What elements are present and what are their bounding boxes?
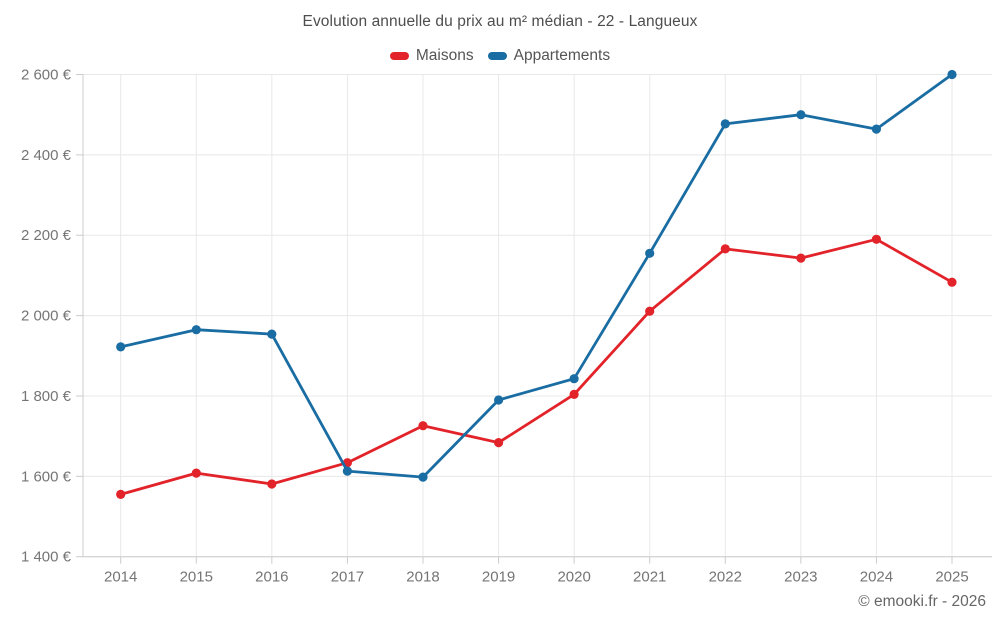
data-point-maisons-2014 — [116, 489, 126, 499]
x-tick-label: 2019 — [482, 569, 515, 586]
data-point-appartements-2019 — [494, 395, 504, 405]
x-tick-label: 2024 — [860, 569, 893, 586]
x-tick-label: 2023 — [784, 569, 817, 586]
x-tick-label: 2017 — [331, 569, 364, 586]
x-tick-label: 2015 — [180, 569, 213, 586]
data-point-appartements-2023 — [796, 110, 806, 120]
series-line-maisons — [119, 237, 954, 496]
chart-legend: Maisons Appartements — [0, 47, 1000, 65]
legend-label: Maisons — [415, 47, 474, 64]
data-point-appartements-2022 — [720, 119, 730, 129]
data-point-maisons-2018 — [418, 421, 428, 431]
legend-swatch-icon — [487, 52, 507, 60]
data-point-appartements-2024 — [871, 124, 882, 134]
data-point-maisons-2021 — [645, 306, 655, 316]
legend-label: Appartements — [513, 47, 611, 64]
data-point-maisons-2020 — [569, 389, 579, 399]
x-tick-label: 2021 — [633, 569, 666, 586]
data-point-appartements-2018 — [418, 472, 428, 482]
series-line-appartements — [119, 73, 954, 479]
x-tick-label: 2025 — [935, 569, 968, 586]
legend-item-appartements[interactable]: Appartements — [487, 47, 611, 65]
data-point-appartements-2017 — [342, 466, 352, 476]
data-point-maisons-2023 — [796, 253, 806, 263]
data-point-maisons-2024 — [871, 234, 882, 244]
x-tick-label: 2020 — [557, 569, 590, 586]
data-point-appartements-2021 — [645, 248, 655, 258]
data-point-appartements-2025 — [947, 69, 957, 80]
y-tick-label: 2 600 € — [21, 67, 72, 84]
y-tick-label: 2 200 € — [21, 227, 72, 244]
data-point-maisons-2016 — [267, 479, 277, 489]
x-tick-label: 2018 — [406, 569, 439, 586]
data-point-appartements-2015 — [191, 325, 201, 335]
data-point-appartements-2016 — [267, 329, 277, 339]
y-tick-label: 2 400 € — [21, 147, 72, 164]
data-point-maisons-2015 — [191, 468, 201, 478]
y-tick-label: 1 800 € — [21, 388, 72, 405]
data-point-maisons-2022 — [720, 244, 730, 254]
legend-item-maisons[interactable]: Maisons — [389, 47, 474, 65]
x-tick-label: 2016 — [255, 569, 288, 586]
x-tick-label: 2022 — [709, 569, 742, 586]
data-point-maisons-2025 — [947, 277, 957, 287]
y-tick-label: 2 000 € — [21, 308, 72, 325]
y-tick-label: 1 400 € — [21, 549, 72, 566]
legend-swatch-icon — [389, 52, 409, 60]
x-tick-label: 2014 — [104, 569, 137, 586]
chart-title: Evolution annuelle du prix au m² médian … — [302, 13, 698, 30]
data-point-appartements-2014 — [116, 342, 126, 352]
data-point-appartements-2020 — [569, 374, 579, 384]
y-tick-label: 1 600 € — [21, 468, 72, 485]
data-point-maisons-2019 — [494, 438, 504, 448]
copyright-footer: © emooki.fr - 2026 — [858, 593, 986, 610]
